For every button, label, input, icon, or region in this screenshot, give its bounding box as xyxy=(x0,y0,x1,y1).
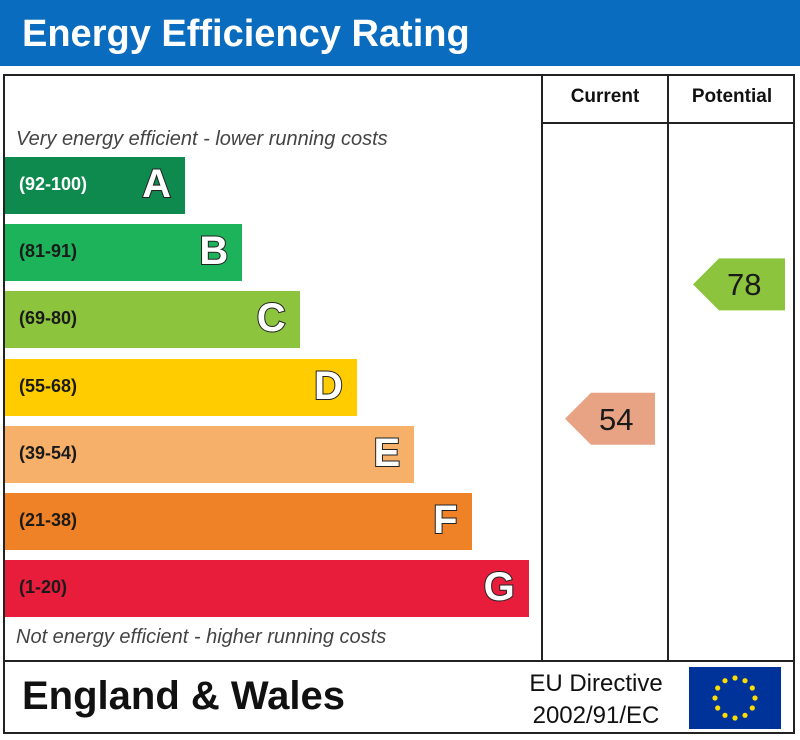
band-letter-label: G xyxy=(483,564,516,610)
band-range-label: (39-54) xyxy=(19,442,78,463)
band-range-label: (69-80) xyxy=(19,308,78,329)
band-letter-label: E xyxy=(373,430,402,476)
rating-band-f: (21-38) F xyxy=(5,493,472,550)
eu-directive: EU Directive 2002/91/EC xyxy=(515,668,677,732)
band-letter-label: D xyxy=(313,363,344,409)
rating-band-e: (39-54) E xyxy=(5,425,415,483)
eu-flag-icon xyxy=(689,667,781,729)
page-title: Energy Efficiency Rating xyxy=(22,13,470,55)
column-header-current: Current xyxy=(570,86,640,107)
rating-band-a: (92-100) A xyxy=(5,157,185,214)
eu-star-icon xyxy=(749,705,755,711)
eu-star-icon xyxy=(742,678,748,684)
column-header-potential: Potential xyxy=(691,86,773,107)
band-range-label: (81-91) xyxy=(19,241,78,262)
band-range-label: (92-100) xyxy=(19,174,88,194)
column-divider-right xyxy=(667,74,669,662)
eu-star-icon xyxy=(742,712,748,718)
eu-directive-line2: 2002/91/EC xyxy=(532,702,660,729)
eu-star-icon xyxy=(732,715,738,721)
eu-directive-line1: EU Directive xyxy=(529,670,663,697)
rating-band-d: (55-68) D xyxy=(5,358,357,416)
current-rating-value: 54 xyxy=(599,401,634,437)
header-bar: Energy Efficiency Rating xyxy=(0,0,800,66)
rating-band-g: (1-20) G xyxy=(5,560,529,618)
footer-divider xyxy=(3,660,795,662)
eu-star-icon xyxy=(732,675,738,681)
band-range-label: (21-38) xyxy=(19,510,78,530)
rating-band-b: (81-91) B xyxy=(5,224,243,282)
caption-bottom: Not energy efficient - higher running co… xyxy=(16,626,387,648)
rating-frame xyxy=(3,74,795,734)
eu-star-icon xyxy=(749,685,755,691)
eu-star-icon xyxy=(712,695,718,701)
eu-star-icon xyxy=(722,678,728,684)
eu-star-icon xyxy=(715,705,721,711)
footer-country: England & Wales xyxy=(22,674,346,718)
band-letter-label: C xyxy=(256,295,287,341)
header-row-divider xyxy=(541,122,795,124)
band-letter-label: B xyxy=(198,228,229,274)
band-range-label: (55-68) xyxy=(19,375,78,396)
band-letter-label: F xyxy=(432,497,458,543)
column-divider-left xyxy=(541,74,543,662)
potential-rating-value: 78 xyxy=(727,267,762,303)
band-letter-label: A xyxy=(141,161,172,207)
eu-star-icon xyxy=(715,685,721,691)
band-range-label: (1-20) xyxy=(19,577,68,598)
eu-star-icon xyxy=(752,695,758,701)
rating-band-c: (69-80) C xyxy=(5,291,300,349)
eu-star-icon xyxy=(722,712,728,718)
caption-top: Very energy efficient - lower running co… xyxy=(16,128,388,150)
